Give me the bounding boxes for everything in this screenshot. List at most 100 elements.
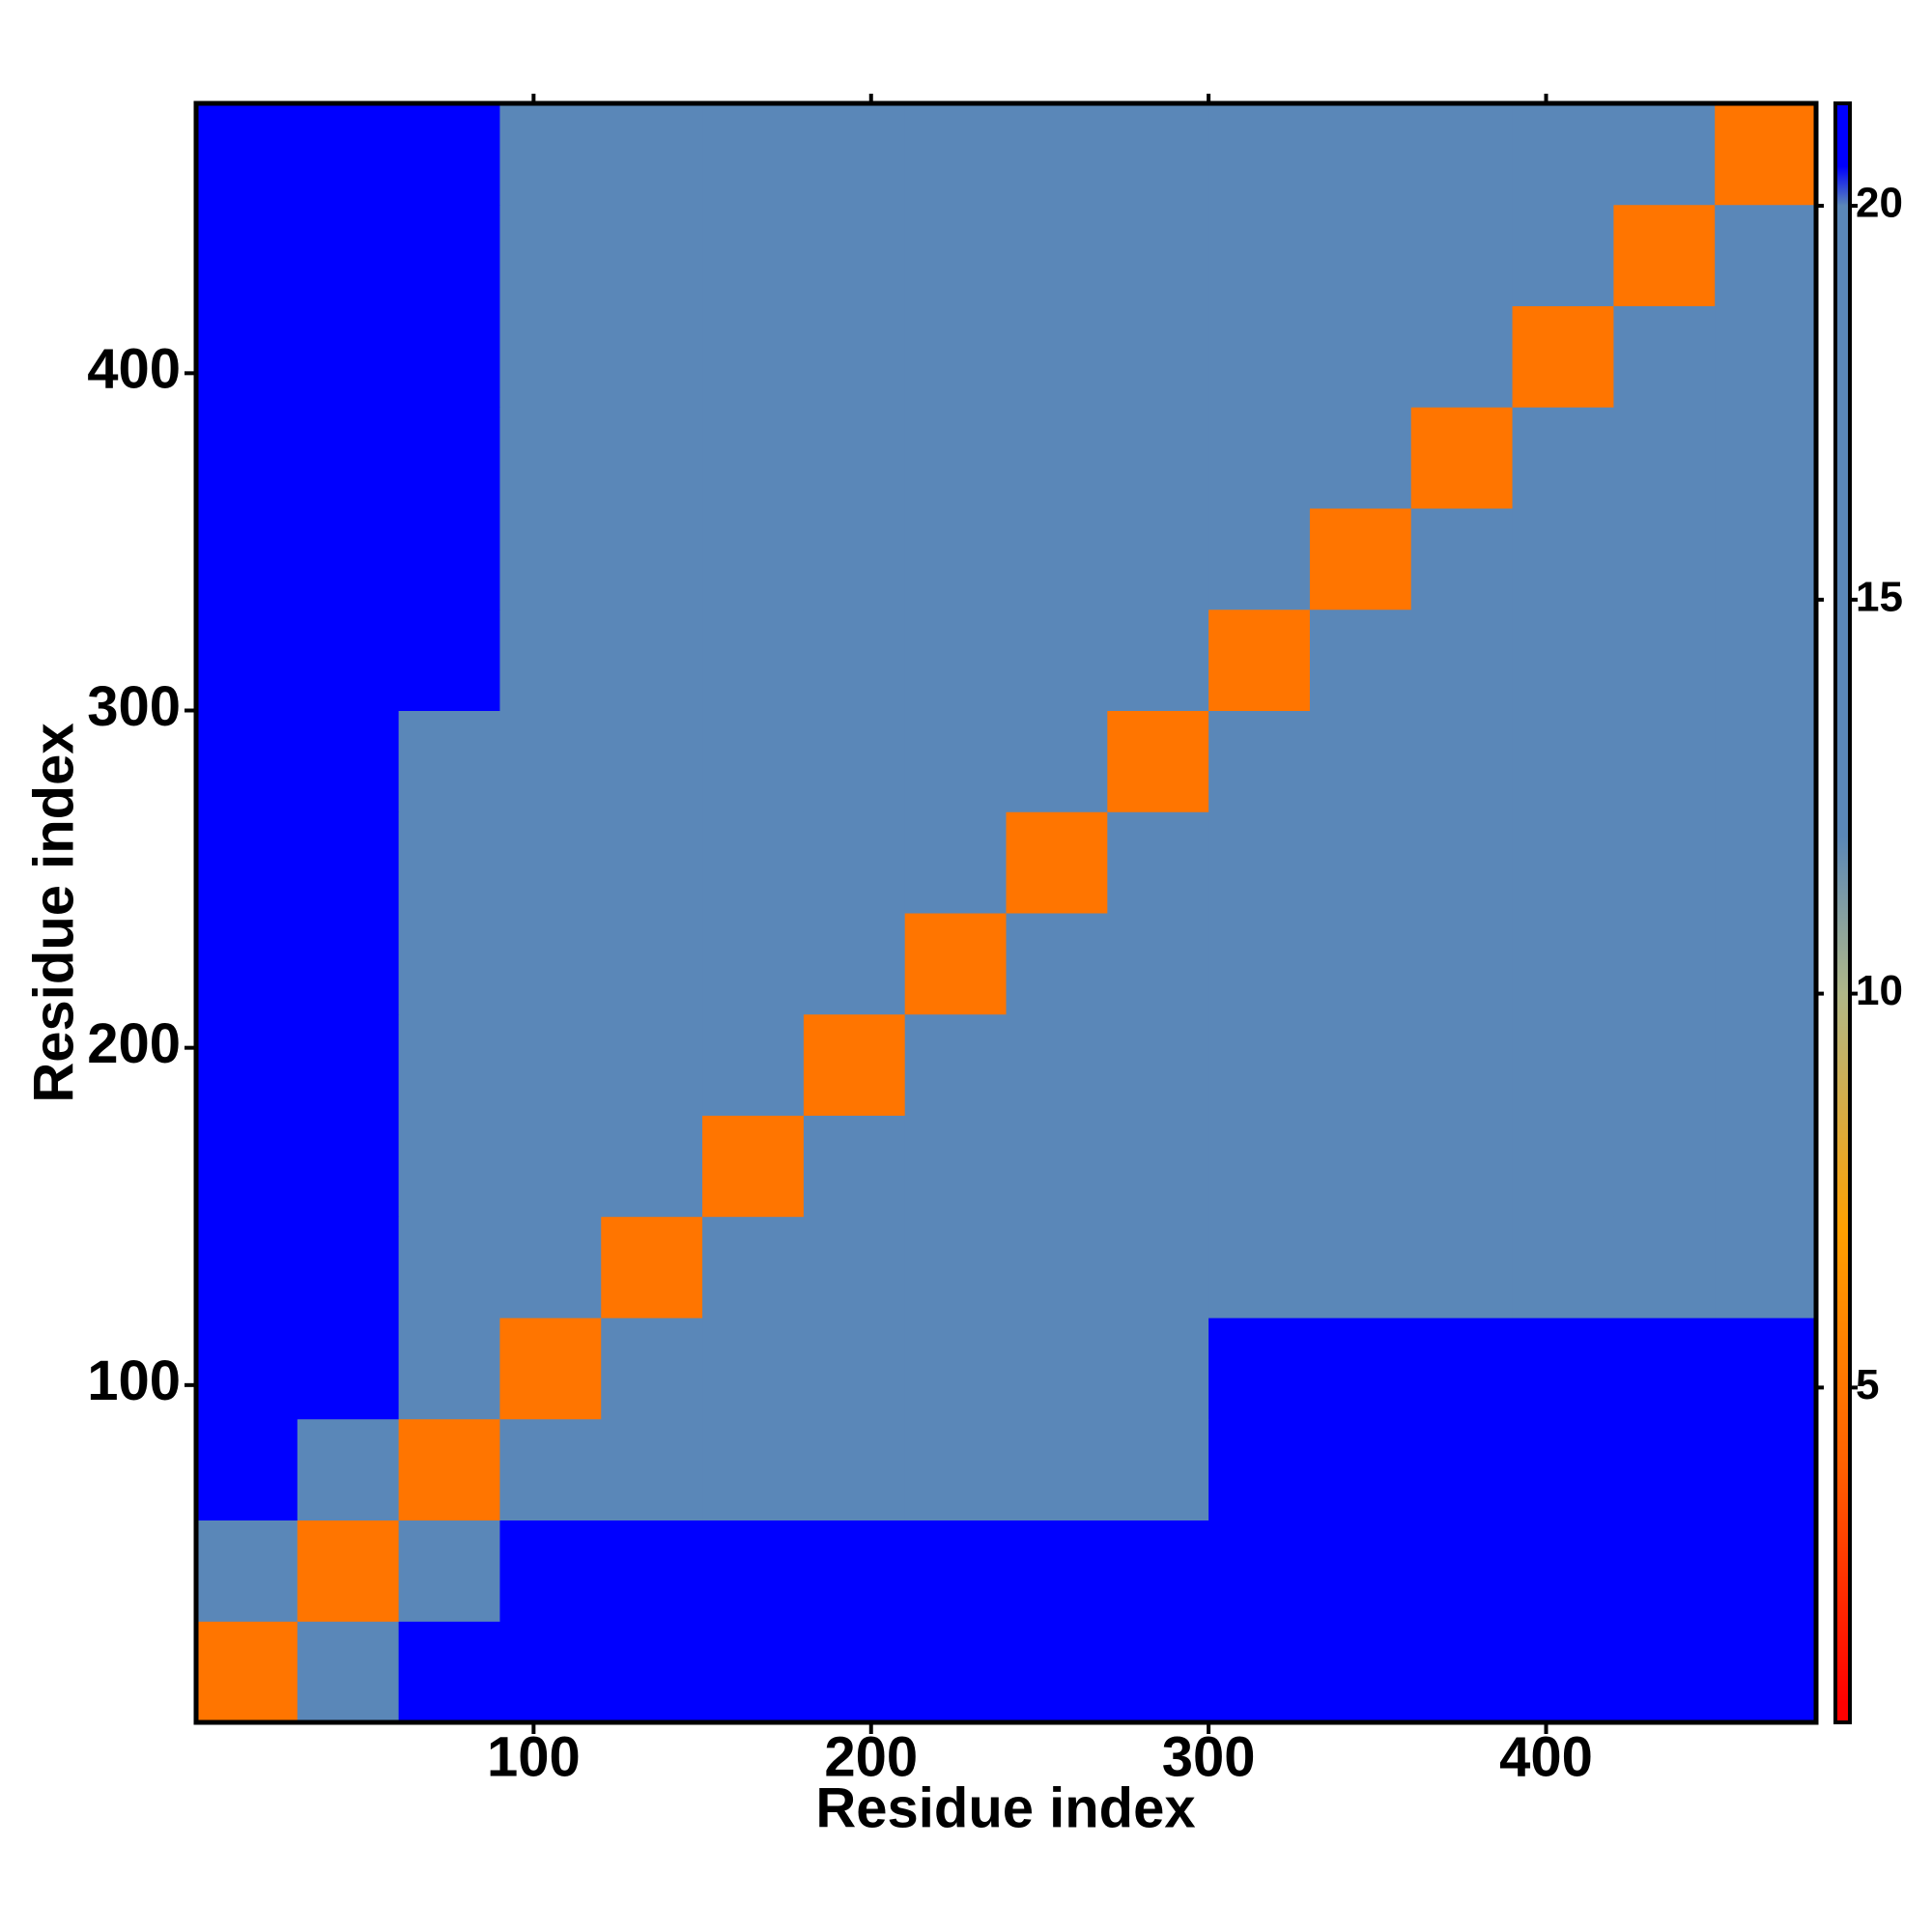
- heatmap-cell: [1208, 204, 1311, 306]
- heatmap-cell: [1208, 710, 1311, 812]
- heatmap-cell: [1613, 1520, 1716, 1622]
- heatmap-cell: [1613, 710, 1716, 812]
- heatmap-cell: [1512, 508, 1614, 611]
- heatmap-cell: [601, 1621, 703, 1723]
- heatmap-cell: [398, 1621, 500, 1723]
- heatmap-cell: [803, 1418, 906, 1520]
- heatmap-cell: [1613, 1115, 1716, 1217]
- colorbar-tick-label: 5: [1856, 1361, 1879, 1408]
- heatmap-cell: [702, 103, 805, 206]
- heatmap-cell: [499, 305, 602, 408]
- heatmap-cell: [1309, 1621, 1412, 1723]
- heatmap-cell: [499, 913, 602, 1015]
- heatmap-cell: [1613, 508, 1716, 611]
- heatmap-cell: [499, 204, 602, 306]
- heatmap-cell: [1410, 811, 1514, 914]
- heatmap-cell: [1309, 1520, 1412, 1622]
- heatmap-cell: [1107, 407, 1209, 509]
- heatmap-cell: [904, 1520, 1007, 1622]
- heatmap-cell: [1107, 1013, 1209, 1116]
- heatmap-cell: [803, 710, 906, 812]
- heatmap-cell: [297, 1013, 400, 1116]
- heatmap-cell: [196, 710, 298, 812]
- heatmap-cell: [1715, 811, 1817, 914]
- heatmap-cell: [1006, 609, 1108, 711]
- heatmap-cell: [601, 710, 703, 812]
- heatmap-cell: [1006, 508, 1108, 611]
- heatmap-cell: [1309, 508, 1412, 611]
- heatmap-cell: [1107, 1115, 1209, 1217]
- heatmap-cell: [196, 204, 298, 306]
- heatmap-cell: [1512, 1520, 1614, 1622]
- heatmap-cell: [297, 1621, 400, 1723]
- heatmap-cell: [1006, 1520, 1108, 1622]
- heatmap-cell: [1512, 811, 1614, 914]
- heatmap-cell: [601, 1115, 703, 1217]
- heatmap-cell: [398, 103, 500, 206]
- heatmap-cell: [601, 1216, 703, 1319]
- heatmap-cell: [601, 1318, 703, 1420]
- heatmap-cell: [1006, 103, 1108, 206]
- heatmap-cell: [1410, 1418, 1514, 1520]
- heatmap-cell: [297, 103, 400, 206]
- heatmap-cell: [904, 710, 1007, 812]
- heatmap-cell: [601, 811, 703, 914]
- heatmap-cell: [904, 508, 1007, 611]
- heatmap-cell: [1006, 710, 1108, 812]
- heatmap-cell: [702, 508, 805, 611]
- heatmap-cell: [297, 204, 400, 306]
- heatmap-cell: [1512, 1216, 1614, 1319]
- heatmap-cell: [601, 103, 703, 206]
- heatmap-cell: [1410, 204, 1514, 306]
- heatmap-cell: [601, 1013, 703, 1116]
- heatmap-cell: [398, 305, 500, 408]
- heatmap-cell: [398, 204, 500, 306]
- heatmap-cell: [1512, 913, 1614, 1015]
- heatmap-cell: [499, 1520, 602, 1622]
- heatmap-cell: [803, 407, 906, 509]
- heatmap-cell: [1613, 1318, 1716, 1420]
- heatmap-cell: [196, 1216, 298, 1319]
- heatmap-cell: [1512, 1013, 1614, 1116]
- heatmap-cell: [904, 407, 1007, 509]
- heatmap-cell: [1410, 1013, 1514, 1116]
- heatmap-cell: [1410, 1520, 1514, 1622]
- heatmap-cell: [1309, 811, 1412, 914]
- heatmap-cell: [601, 1418, 703, 1520]
- heatmap-cell: [803, 811, 906, 914]
- heatmap-cell: [297, 710, 400, 812]
- heatmap-cell: [499, 811, 602, 914]
- heatmap-cell: [1006, 811, 1108, 914]
- heatmap-cell: [1107, 305, 1209, 408]
- heatmap-cell: [803, 204, 906, 306]
- heatmap-cell: [1715, 1013, 1817, 1116]
- heatmap-cell: [904, 1216, 1007, 1319]
- heatmap-cell: [1309, 609, 1412, 711]
- heatmap-cell: [1410, 609, 1514, 711]
- heatmap-cell: [1410, 508, 1514, 611]
- colorbar: [1833, 101, 1852, 1724]
- heatmap-cell: [1715, 204, 1817, 306]
- heatmap-cell: [297, 508, 400, 611]
- heatmap-cell: [1613, 1621, 1716, 1723]
- heatmap-cell: [196, 1621, 298, 1723]
- heatmap-cell: [803, 1216, 906, 1319]
- heatmap-cell: [904, 1318, 1007, 1420]
- heatmap-cell: [904, 609, 1007, 711]
- heatmap-cell: [1410, 1318, 1514, 1420]
- heatmap-cell: [803, 1318, 906, 1420]
- heatmap-cell: [398, 609, 500, 711]
- heatmap-cell: [196, 913, 298, 1015]
- x-tick-label: 300: [1162, 1725, 1256, 1788]
- heatmap-cell: [1410, 1621, 1514, 1723]
- heatmap-cell: [1107, 913, 1209, 1015]
- colorbar-tick-label: 20: [1856, 180, 1903, 227]
- heatmap-cell: [803, 609, 906, 711]
- heatmap-cell: [499, 1013, 602, 1116]
- heatmap-cell: [499, 103, 602, 206]
- heatmap-cell: [1208, 305, 1311, 408]
- heatmap-cell: [601, 609, 703, 711]
- heatmap-cell: [1512, 305, 1614, 408]
- heatmap-cell: [1006, 1216, 1108, 1319]
